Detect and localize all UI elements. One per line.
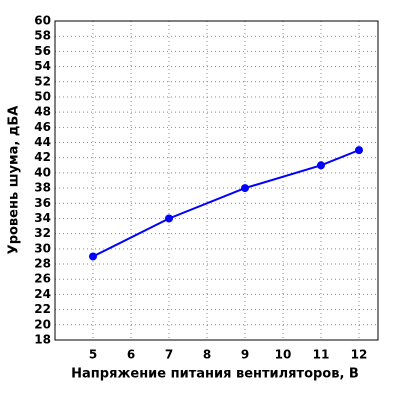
y-tick-label: 30	[34, 241, 51, 255]
y-tick-label: 18	[34, 333, 51, 347]
y-axis-label: Уровень шума, дБА	[7, 106, 22, 255]
y-tick-label: 28	[34, 257, 51, 271]
x-tick-label: 8	[203, 348, 211, 362]
y-tick-label: 50	[34, 89, 51, 103]
y-tick-label: 22	[34, 302, 51, 316]
x-tick-label: 7	[165, 348, 173, 362]
point	[317, 161, 325, 170]
y-tick-label: 56	[34, 44, 51, 58]
y-tick-label: 34	[34, 211, 51, 225]
y-tick-label: 36	[34, 196, 51, 210]
point	[89, 252, 97, 261]
point	[241, 184, 249, 193]
y-tick-label: 20	[34, 317, 51, 331]
x-tick-label: 6	[127, 348, 135, 362]
y-tick-label: 44	[34, 135, 51, 149]
point	[355, 146, 363, 155]
plot-frame	[54, 20, 379, 341]
y-tick-label: 60	[34, 14, 51, 28]
y-tick-label: 38	[34, 181, 51, 195]
x-tick-label: 10	[275, 348, 292, 362]
x-axis-label: Напряжение питания вентиляторов, В	[71, 367, 359, 382]
y-tick-label: 32	[34, 226, 51, 240]
y-tick-label: 46	[34, 120, 51, 134]
x-tick-label: 11	[313, 348, 330, 362]
x-tick-label: 5	[89, 348, 97, 362]
y-tick-label: 48	[34, 105, 51, 119]
point	[165, 214, 173, 223]
y-tick-label: 52	[34, 74, 51, 88]
y-tick-label: 54	[34, 59, 51, 73]
x-tick-label: 9	[241, 348, 249, 362]
y-tick-label: 24	[34, 287, 51, 301]
y-tick-label: 26	[34, 272, 51, 286]
x-tick-label: 12	[351, 348, 368, 362]
y-tick-label: 58	[34, 29, 51, 43]
y-tick-label: 40	[34, 165, 51, 179]
y-tick-label: 42	[34, 150, 51, 164]
